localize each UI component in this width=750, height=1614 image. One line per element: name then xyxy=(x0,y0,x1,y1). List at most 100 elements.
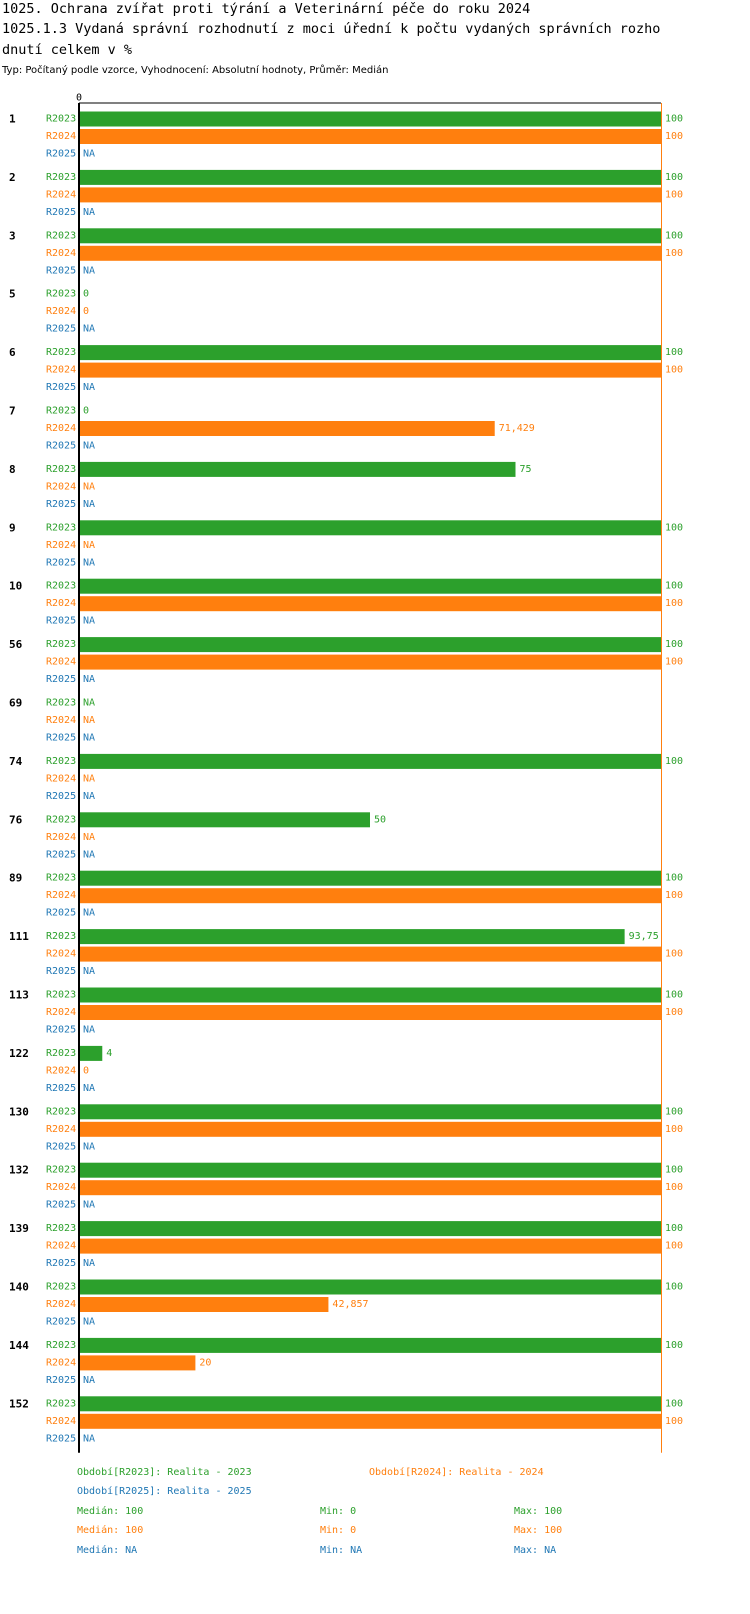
bar xyxy=(80,578,661,594)
stat-min-r2025: Min: NA xyxy=(320,1545,363,1556)
na-value-label: NA xyxy=(83,499,95,510)
chart-subtitle-line2: dnutí celkem v % xyxy=(2,42,133,58)
series-label: R2025 xyxy=(46,849,76,860)
series-label: R2024 xyxy=(46,131,76,142)
series-label: R2024 xyxy=(46,1182,76,1193)
stat-median-r2023: Medián: 100 xyxy=(77,1506,144,1517)
data-label: 100 xyxy=(665,1416,683,1427)
series-label: R2024 xyxy=(46,423,76,434)
chart-title: 1025. Ochrana zvířat proti týrání a Vete… xyxy=(2,1,531,17)
series-label: R2025 xyxy=(46,499,76,510)
na-value-label: NA xyxy=(83,557,95,568)
stat-max-r2025: Max: NA xyxy=(514,1545,557,1556)
category-label: 5 xyxy=(9,288,16,301)
series-label: R2023 xyxy=(46,347,76,358)
series-label: R2023 xyxy=(46,1340,76,1351)
series-label: R2025 xyxy=(46,382,76,393)
series-label: R2024 xyxy=(46,306,76,317)
category-label: 1 xyxy=(9,113,16,126)
data-label: 100 xyxy=(665,189,683,200)
data-label: 100 xyxy=(665,1223,683,1234)
data-label: 0 xyxy=(83,406,89,417)
data-label: 100 xyxy=(665,172,683,183)
bar xyxy=(80,1045,103,1061)
bar xyxy=(80,1297,329,1312)
data-label: 0 xyxy=(83,306,89,317)
series-label: R2024 xyxy=(46,1007,76,1018)
series-label: R2024 xyxy=(46,1357,76,1368)
series-label: R2023 xyxy=(46,1398,76,1409)
series-label: R2023 xyxy=(46,814,76,825)
series-label: R2023 xyxy=(46,114,76,125)
series-label: R2025 xyxy=(46,1025,76,1036)
category-label: 111 xyxy=(9,930,29,943)
category-label: 56 xyxy=(9,638,23,651)
series-label: R2024 xyxy=(46,715,76,726)
stat-max-r2024: Max: 100 xyxy=(514,1525,563,1536)
category-label: 3 xyxy=(9,229,16,242)
bar xyxy=(80,111,661,127)
category-label: 9 xyxy=(9,521,16,534)
na-value-label: NA xyxy=(83,908,95,919)
bar xyxy=(80,1005,661,1020)
bar xyxy=(80,362,661,378)
na-value-label: NA xyxy=(83,773,95,784)
series-label: R2025 xyxy=(46,733,76,744)
series-label: R2025 xyxy=(46,674,76,685)
series-label: R2023 xyxy=(46,406,76,417)
category-label: 113 xyxy=(9,989,29,1002)
stat-median-r2025: Medián: NA xyxy=(77,1545,138,1556)
na-value-label: NA xyxy=(83,1141,95,1152)
series-label: R2025 xyxy=(46,1317,76,1328)
bar xyxy=(80,129,661,144)
stat-min-r2024: Min: 0 xyxy=(320,1525,357,1536)
bar xyxy=(80,1238,661,1254)
legend-r2024: Období[R2024]: Realita - 2024 xyxy=(369,1467,544,1478)
na-value-label: NA xyxy=(83,207,95,218)
series-label: R2023 xyxy=(46,639,76,650)
bar xyxy=(80,753,661,769)
na-value-label: NA xyxy=(83,1317,95,1328)
series-label: R2023 xyxy=(46,289,76,300)
data-label: 100 xyxy=(665,522,683,533)
series-label: R2023 xyxy=(46,464,76,475)
series-label: R2025 xyxy=(46,616,76,627)
series-label: R2025 xyxy=(46,966,76,977)
bar xyxy=(80,870,661,886)
category-label: 132 xyxy=(9,1164,29,1177)
category-label: 89 xyxy=(9,872,22,885)
bar xyxy=(80,345,661,361)
stat-min-r2023: Min: 0 xyxy=(320,1506,357,1517)
data-label: 100 xyxy=(665,990,683,1001)
series-label: R2025 xyxy=(46,791,76,802)
bar xyxy=(80,1162,661,1178)
category-label: 6 xyxy=(9,346,16,359)
data-label: 100 xyxy=(665,347,683,358)
bar xyxy=(80,1104,661,1120)
na-value-label: NA xyxy=(83,674,95,685)
na-value-label: NA xyxy=(83,1083,95,1094)
series-label: R2023 xyxy=(46,873,76,884)
bar xyxy=(80,187,661,203)
series-label: R2024 xyxy=(46,1416,76,1427)
series-label: R2024 xyxy=(46,773,76,784)
category-label: 8 xyxy=(9,463,16,476)
data-label: 100 xyxy=(665,1340,683,1351)
category-label: 2 xyxy=(9,171,16,184)
bar xyxy=(80,1121,661,1137)
na-value-label: NA xyxy=(83,698,95,709)
series-label: R2024 xyxy=(46,832,76,843)
bar xyxy=(80,461,516,477)
na-value-label: NA xyxy=(83,441,95,452)
stat-median-r2024: Medián: 100 xyxy=(77,1525,144,1536)
series-label: R2023 xyxy=(46,1048,76,1059)
category-label: 152 xyxy=(9,1397,29,1410)
series-label: R2024 xyxy=(46,248,76,259)
data-label: 100 xyxy=(665,131,683,142)
bar xyxy=(80,169,661,185)
data-label: 100 xyxy=(665,581,683,592)
series-label: R2023 xyxy=(46,172,76,183)
category-label: 139 xyxy=(9,1222,29,1235)
na-value-label: NA xyxy=(83,616,95,627)
category-label: 74 xyxy=(9,755,23,768)
